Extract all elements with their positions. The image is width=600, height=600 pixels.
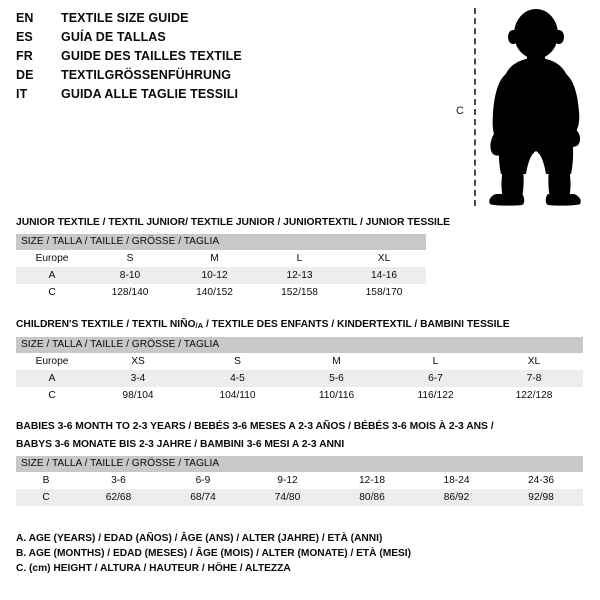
cell: 18-24 — [414, 472, 499, 489]
legend-row-c: C. (cm) HEIGHT / ALTURA / HAUTEUR / HÖHE… — [16, 563, 291, 574]
cell: 12-13 — [257, 267, 342, 284]
cell: 74/80 — [245, 489, 330, 506]
cell: 86/92 — [414, 489, 499, 506]
band-label: SIZE / TALLA / TAILLE / GRÖSSE / TAGLIA — [16, 337, 584, 353]
junior-size-table: SIZE / TALLA / TAILLE / GRÖSSE / TAGLIA … — [16, 234, 427, 301]
cell: XL — [342, 250, 427, 267]
cell: 104/110 — [188, 387, 287, 404]
language-row: ES GUÍA DE TALLAS — [16, 30, 436, 49]
cell: 3-6 — [76, 472, 161, 489]
language-title: TEXTILGRÖSSENFÜHRUNG — [61, 68, 232, 82]
legend-row-a: A. AGE (YEARS) / EDAD (AÑOS) / ÂGE (ANS)… — [16, 533, 383, 544]
height-dashed-line — [474, 8, 476, 206]
cell: 7-8 — [485, 370, 584, 387]
section-title-children-part1: CHILDREN'S TEXTILE / TEXTIL NIÑO — [16, 319, 196, 330]
table-row: C 62/68 68/74 74/80 80/86 86/92 92/98 — [16, 489, 584, 506]
cell: 110/116 — [287, 387, 386, 404]
section-title-babies-line2: BABYS 3-6 MONATE BIS 2-3 JAHRE / BAMBINI… — [16, 439, 345, 450]
cell: 122/128 — [485, 387, 584, 404]
table-row: A 8-10 10-12 12-13 14-16 — [16, 267, 427, 284]
cell: 128/140 — [88, 284, 172, 301]
table-row: B 3-6 6-9 9-12 12-18 18-24 24-36 — [16, 472, 584, 489]
language-row: FR GUIDE DES TAILLES TEXTILE — [16, 49, 436, 68]
row-label: Europe — [16, 250, 88, 267]
cell: 152/158 — [257, 284, 342, 301]
table-row: C 98/104 104/110 110/116 116/122 122/128 — [16, 387, 584, 404]
language-title: GUÍA DE TALLAS — [61, 30, 166, 44]
row-label: C — [16, 284, 88, 301]
band-label: SIZE / TALLA / TAILLE / GRÖSSE / TAGLIA — [16, 456, 584, 472]
cell: XS — [88, 353, 188, 370]
table-row: C 128/140 140/152 152/158 158/170 — [16, 284, 427, 301]
band-label: SIZE / TALLA / TAILLE / GRÖSSE / TAGLIA — [16, 234, 427, 250]
cell: 24-36 — [499, 472, 584, 489]
section-title-children-sub: /A — [195, 321, 204, 330]
section-junior: JUNIOR TEXTILE / TEXTIL JUNIOR/ TEXTILE … — [16, 216, 450, 301]
row-label: C — [16, 489, 76, 506]
section-title-children-part2: / TEXTILE DES ENFANTS / KINDERTEXTIL / B… — [203, 319, 510, 330]
height-marker-label: C — [456, 105, 464, 117]
legend-row-b: B. AGE (MONTHS) / EDAD (MESES) / ÂGE (MO… — [16, 548, 412, 559]
cell: 12-18 — [330, 472, 414, 489]
table-band-row: SIZE / TALLA / TAILLE / GRÖSSE / TAGLIA — [16, 456, 584, 472]
section-children: CHILDREN'S TEXTILE / TEXTIL NIÑO/A / TEX… — [16, 318, 584, 404]
cell: L — [257, 250, 342, 267]
cell: 92/98 — [499, 489, 584, 506]
language-code: FR — [16, 49, 33, 63]
cell: 14-16 — [342, 267, 427, 284]
language-title: TEXTILE SIZE GUIDE — [61, 11, 189, 25]
cell: 4-5 — [188, 370, 287, 387]
cell: 68/74 — [161, 489, 245, 506]
language-code: IT — [16, 87, 28, 101]
language-row: EN TEXTILE SIZE GUIDE — [16, 11, 436, 30]
language-code: DE — [16, 68, 34, 82]
language-row: IT GUIDA ALLE TAGLIE TESSILI — [16, 87, 436, 106]
cell: 10-12 — [172, 267, 257, 284]
language-title: GUIDE DES TAILLES TEXTILE — [61, 49, 242, 63]
cell: 116/122 — [386, 387, 485, 404]
language-row: DE TEXTILGRÖSSENFÜHRUNG — [16, 68, 436, 87]
legend-block: A. AGE (YEARS) / EDAD (AÑOS) / ÂGE (ANS)… — [16, 531, 576, 576]
cell: 62/68 — [76, 489, 161, 506]
cell: M — [287, 353, 386, 370]
toddler-standing-silhouette — [489, 9, 581, 206]
children-size-table: SIZE / TALLA / TAILLE / GRÖSSE / TAGLIA … — [16, 337, 584, 404]
cell: S — [88, 250, 172, 267]
height-illustration: C — [440, 0, 600, 212]
cell: S — [188, 353, 287, 370]
row-label: A — [16, 267, 88, 284]
row-label: A — [16, 370, 88, 387]
language-title: GUIDA ALLE TAGLIE TESSILI — [61, 87, 239, 101]
cell: 9-12 — [245, 472, 330, 489]
cell: 158/170 — [342, 284, 427, 301]
language-code: EN — [16, 11, 34, 25]
row-label: B — [16, 472, 76, 489]
section-title-junior: JUNIOR TEXTILE / TEXTIL JUNIOR/ TEXTILE … — [16, 217, 451, 228]
cell: 8-10 — [88, 267, 172, 284]
table-band-row: SIZE / TALLA / TAILLE / GRÖSSE / TAGLIA — [16, 337, 584, 353]
row-label: C — [16, 387, 88, 404]
section-title-children: CHILDREN'S TEXTILE / TEXTIL NIÑO/A / TEX… — [16, 318, 583, 333]
cell: L — [386, 353, 485, 370]
cell: 6-9 — [161, 472, 245, 489]
language-code: ES — [16, 30, 33, 44]
cell: 140/152 — [172, 284, 257, 301]
cell: M — [172, 250, 257, 267]
cell: XL — [485, 353, 584, 370]
cell: 3-4 — [88, 370, 188, 387]
cell: 5-6 — [287, 370, 386, 387]
cell: 80/86 — [330, 489, 414, 506]
table-band-row: SIZE / TALLA / TAILLE / GRÖSSE / TAGLIA — [16, 234, 427, 250]
table-row: A 3-4 4-5 5-6 6-7 7-8 — [16, 370, 584, 387]
language-title-block: EN TEXTILE SIZE GUIDE ES GUÍA DE TALLAS … — [16, 11, 436, 106]
row-label: Europe — [16, 353, 88, 370]
section-title-babies-line1: BABIES 3-6 MONTH TO 2-3 YEARS / BEBÉS 3-… — [16, 421, 494, 432]
table-row: Europe XS S M L XL — [16, 353, 584, 370]
section-babies: BABIES 3-6 MONTH TO 2-3 YEARS / BEBÉS 3-… — [16, 420, 584, 506]
table-row: Europe S M L XL — [16, 250, 427, 267]
babies-size-table: SIZE / TALLA / TAILLE / GRÖSSE / TAGLIA … — [16, 456, 584, 506]
cell: 98/104 — [88, 387, 188, 404]
cell: 6-7 — [386, 370, 485, 387]
